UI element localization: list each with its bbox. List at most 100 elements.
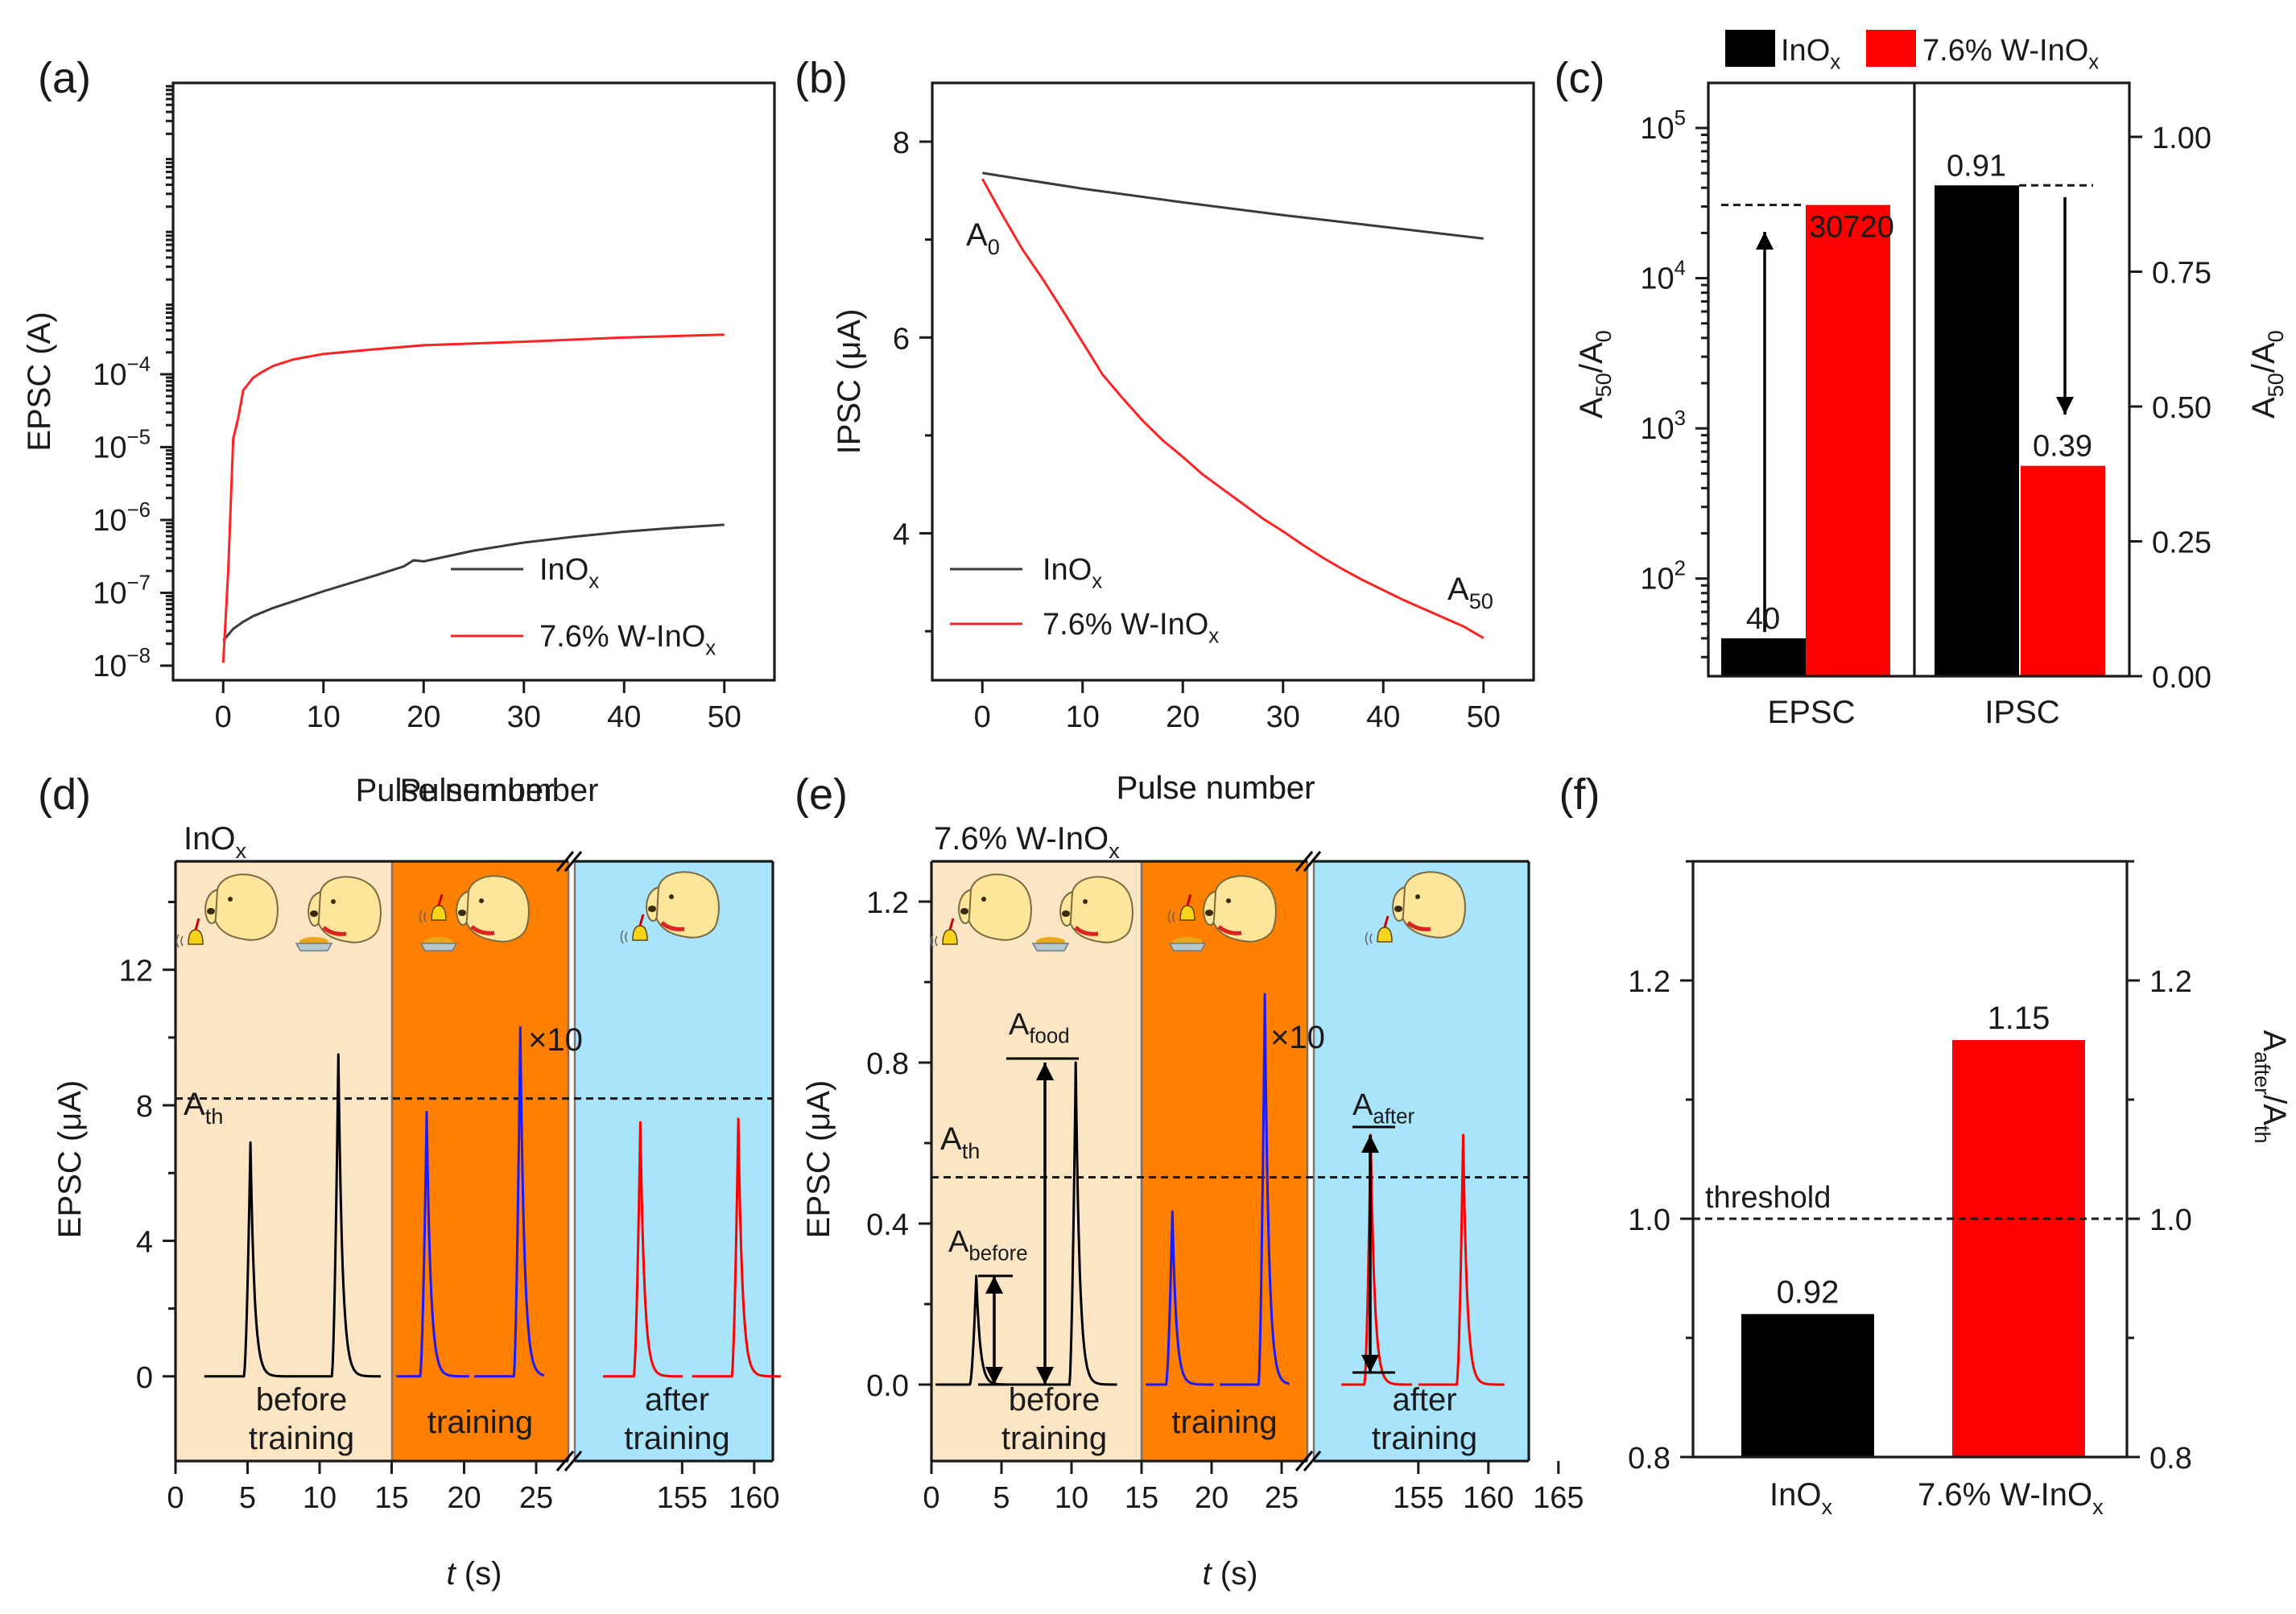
annotation-a0-sub: 0 [988, 234, 1000, 259]
y-axis-label: EPSC (μA) [52, 1080, 88, 1238]
plot-frame [931, 81, 1535, 682]
x-tick-label: 20 [447, 1481, 481, 1515]
y-tick-label: 1.2 [866, 886, 909, 920]
pulse-trace-5 [1418, 1133, 1505, 1386]
y-tick-label: 0.8 [866, 1047, 909, 1081]
y-tick-label-right: 1.0 [2149, 1203, 2192, 1237]
legend-label-inox-sub: x [1830, 52, 1840, 74]
annotation-a50-sub: 50 [1469, 588, 1493, 613]
bar-epsc-w [1806, 204, 1890, 677]
dog-icon-tongue [1074, 926, 1099, 936]
y-tick-label-main: 10 [93, 431, 126, 464]
dog-icon-nose [960, 908, 968, 914]
dog-icon-nose [648, 906, 656, 912]
legend-label-w-sub: x [705, 638, 716, 660]
pulse-trace-4 [602, 1121, 683, 1378]
legend-label-w-sub: x [2088, 52, 2099, 74]
dog-icon [1203, 875, 1277, 943]
plot-frame [1707, 81, 2131, 678]
legend-label-inox-main: InO [539, 553, 588, 587]
y-tick-label-left-sup: 5 [1675, 107, 1686, 130]
y-tick-label-main: 10 [93, 504, 126, 538]
axis-break-mark [1303, 1451, 1322, 1472]
value-label: 30720 [1809, 211, 1894, 245]
x-tick-label: 160 [1463, 1481, 1513, 1515]
panel-label: (b) [795, 54, 848, 102]
dog-icon-tongue [660, 921, 685, 931]
y-axis-label-left: A50/A0 [1574, 330, 1616, 419]
dog-icon-eye [1415, 894, 1420, 899]
food-bowl-icon [419, 937, 458, 951]
panel-f: (f) threshold 0.92 1.15 0.8 0.8 1.0 1.0 1.2 1.2 Aa… [1559, 770, 2292, 1519]
axis-break-mark [564, 1451, 583, 1472]
caption-before: training [249, 1421, 354, 1456]
dog-icon [1392, 871, 1466, 939]
x-tick-label: 160 [729, 1481, 779, 1515]
region-training [392, 861, 568, 1461]
dog-icon [308, 876, 382, 943]
region-after-training [1314, 861, 1529, 1461]
bell-icon [930, 918, 958, 948]
x-category-label-main: InO [1769, 1477, 1821, 1513]
x-tick-label: 40 [1366, 700, 1400, 734]
value-label: 0.39 [2033, 430, 2092, 464]
y-tick-label-right: 0.25 [2152, 526, 2211, 560]
annotation-a0: A0 [966, 217, 1000, 259]
dog-icon-ear [308, 890, 322, 927]
series-line-1 [221, 333, 725, 663]
y-tick-label: 4 [893, 518, 910, 552]
y-tick-label-left-main: 10 [1640, 563, 1674, 596]
y-tick-label-right: 0.75 [2152, 257, 2211, 291]
annotation-ath-sub: th [962, 1138, 981, 1163]
annotation-threshold: threshold [1705, 1181, 1831, 1215]
x-axis-label: Pulse number [1117, 770, 1315, 806]
dog-icon-eye [228, 897, 233, 902]
arrow-afood-head [1036, 1063, 1054, 1080]
annotation-ath-main: A [184, 1087, 205, 1122]
annotation-a50: A50 [1447, 572, 1493, 613]
x-axis-label-unit: (s) [456, 1556, 502, 1591]
x-tick-label: 20 [407, 700, 440, 734]
x-tick-label: 30 [1266, 700, 1300, 734]
arrow-abefore-head [985, 1276, 1003, 1294]
bell-icon-body [188, 929, 204, 945]
dog-icon-tongue [1217, 925, 1242, 935]
y-tick-label-right: 0.50 [2152, 391, 2211, 425]
x-tick-label: 10 [307, 700, 341, 734]
dog-icon-ear [456, 890, 470, 926]
legend-label-w-main: 7.6% W-InO [539, 620, 705, 654]
bell-icon [620, 914, 648, 944]
bell-icon-handle [1383, 915, 1390, 928]
x-tick-label: 50 [708, 700, 741, 734]
dog-icon-eye [981, 897, 986, 902]
bar-epsc-inox [1721, 638, 1806, 676]
arrow-aafter-head [1361, 1135, 1379, 1153]
dog-icon-eye [479, 898, 484, 903]
legend-label-inox-main: InO [1043, 553, 1092, 587]
y-tick-label-main: 10 [93, 650, 126, 683]
pulse-trace-5 [692, 1117, 782, 1378]
y-axis-label-left-sub: 50 [1591, 373, 1616, 397]
y-tick-label-sup: −6 [127, 499, 151, 522]
y-axis-label: EPSC (μA) [801, 1080, 836, 1238]
x-category-label: EPSC [1768, 695, 1856, 730]
arrow-afood-head2 [1036, 1367, 1054, 1385]
top-caption-pulse-number: Pulse number [400, 773, 599, 808]
y-tick-label-left: 102 [1640, 558, 1686, 596]
dog-icon-head [315, 876, 382, 943]
dog-icon-ear [204, 888, 219, 924]
axis-break-mark [1295, 851, 1314, 872]
y-tick-label-left: 104 [1640, 257, 1686, 295]
dog-icon-tongue [470, 925, 495, 935]
bar-w [1952, 1040, 2085, 1457]
arrow-up-epsc-head [1756, 232, 1774, 250]
x-axis-label: Pulse number [356, 773, 555, 808]
dog-icon [204, 873, 279, 941]
annotation-x10: ×10 [528, 1022, 583, 1058]
dog-icon-ear [646, 885, 660, 922]
bell-icon-body [1179, 905, 1195, 921]
x-tick-label: 30 [507, 700, 541, 734]
dog-icon-head [463, 875, 530, 943]
y-tick-label-sup: −7 [127, 572, 151, 594]
y-axis-label-left-tail: /A [1574, 342, 1609, 373]
